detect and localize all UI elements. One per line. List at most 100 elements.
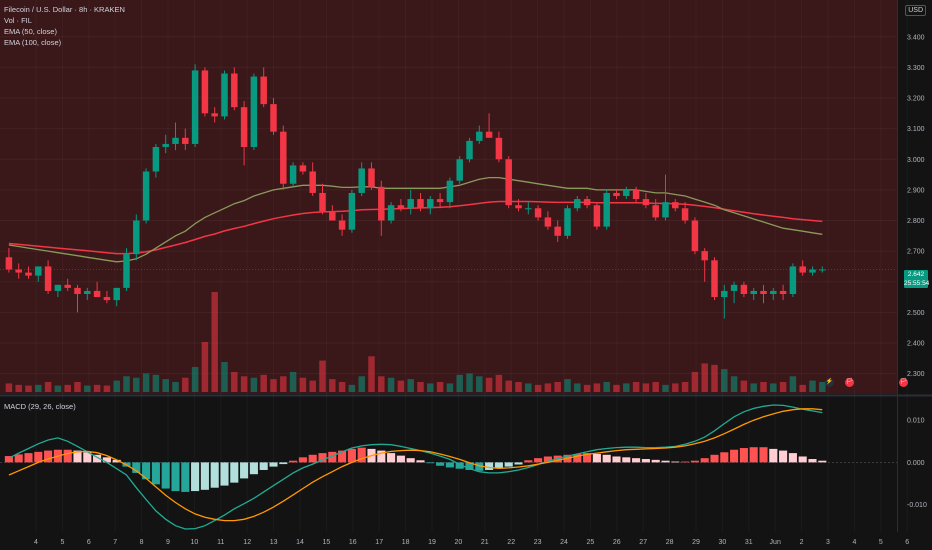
time-tick-label: 18 bbox=[402, 539, 410, 546]
macd-histogram-bar bbox=[377, 450, 386, 463]
symbol-title[interactable]: Filecoin / U.S. Dollar · 8h · KRAKEN bbox=[4, 5, 125, 14]
ema100-indicator-label[interactable]: EMA (100, close) bbox=[4, 38, 62, 47]
candle-body bbox=[142, 171, 150, 221]
macd-histogram-bar bbox=[328, 451, 337, 463]
macd-histogram-bar bbox=[671, 461, 680, 463]
volume-bar bbox=[407, 379, 414, 392]
candle-body bbox=[721, 290, 728, 298]
volume-bar bbox=[397, 380, 405, 392]
volume-bar bbox=[534, 384, 542, 392]
macd-histogram-bar bbox=[769, 448, 778, 463]
macd-histogram-bar bbox=[690, 460, 699, 463]
candle-body bbox=[701, 251, 708, 261]
volume-bar bbox=[809, 380, 816, 392]
price-axis-bg bbox=[897, 0, 932, 394]
volume-bar bbox=[123, 376, 130, 392]
time-tick-label: 27 bbox=[639, 539, 647, 546]
volume-bar bbox=[15, 384, 22, 392]
price-tick-label: 3.100 bbox=[907, 126, 925, 133]
macd-histogram-bar bbox=[44, 450, 53, 463]
macd-signal-line bbox=[8, 408, 823, 522]
price-tick-label: 3.400 bbox=[907, 34, 925, 41]
volume-bar bbox=[799, 384, 806, 392]
time-tick-label: 4 bbox=[34, 539, 38, 546]
candle-body bbox=[799, 266, 806, 273]
candle-body bbox=[574, 199, 581, 209]
macd-histogram-bar bbox=[514, 462, 523, 465]
macd-histogram-bar bbox=[181, 462, 190, 492]
volume-bar bbox=[84, 385, 91, 392]
volume-bar bbox=[54, 385, 62, 392]
flag-icon[interactable]: 🏳 bbox=[845, 378, 854, 387]
candle-body bbox=[64, 284, 71, 288]
volume-bar bbox=[240, 376, 248, 392]
volume-bar bbox=[299, 377, 307, 392]
candle-body bbox=[485, 131, 493, 138]
candle-body bbox=[417, 199, 424, 209]
candle-body bbox=[309, 171, 316, 193]
macd-indicator-label[interactable]: MACD (29, 26, close) bbox=[4, 402, 76, 411]
candle-body bbox=[93, 290, 101, 298]
candle-body bbox=[652, 205, 659, 218]
volume-bar bbox=[113, 380, 120, 392]
candle-body bbox=[819, 269, 826, 271]
volume-bar bbox=[505, 380, 512, 392]
price-tick-label: 2.700 bbox=[907, 249, 925, 256]
flag-icon-axis[interactable]: 🏳 bbox=[899, 378, 908, 387]
volume-bar bbox=[632, 382, 640, 392]
volume-bar bbox=[5, 383, 13, 392]
candle-body bbox=[270, 104, 277, 132]
flash-icon[interactable]: ⚡ bbox=[825, 378, 834, 387]
candle-body bbox=[593, 205, 601, 227]
macd-histogram-bar bbox=[298, 457, 307, 463]
volume-bar bbox=[309, 380, 316, 392]
candle-body bbox=[564, 208, 571, 236]
time-tick-label: 16 bbox=[349, 539, 357, 546]
ema50-indicator-label[interactable]: EMA (50, close) bbox=[4, 27, 57, 36]
currency-selector[interactable]: USD bbox=[905, 5, 926, 16]
volume-bar bbox=[662, 384, 669, 392]
volume-bar bbox=[711, 364, 718, 392]
volume-bar bbox=[191, 367, 199, 392]
candle-body bbox=[603, 192, 610, 227]
volume-bar bbox=[172, 382, 179, 392]
volume-bar bbox=[730, 376, 738, 392]
macd-histogram-bar bbox=[171, 462, 180, 492]
candle-body bbox=[5, 257, 13, 270]
volume-bar bbox=[583, 384, 591, 392]
macd-histogram-bar bbox=[63, 449, 72, 463]
macd-histogram-bar bbox=[93, 454, 102, 463]
ema-lines bbox=[0, 176, 897, 270]
macd-histogram-bar bbox=[445, 462, 454, 468]
candle-body bbox=[691, 220, 699, 252]
macd-histogram-bar bbox=[347, 448, 356, 463]
time-tick-label: 19 bbox=[428, 539, 436, 546]
macd-histogram-bar bbox=[83, 452, 92, 463]
macd-histogram-bar bbox=[230, 462, 239, 483]
candle-body bbox=[211, 113, 218, 117]
volume-bar bbox=[44, 382, 52, 392]
volume-bar bbox=[623, 383, 630, 392]
candle-body bbox=[730, 284, 738, 291]
candle-body bbox=[113, 287, 120, 301]
volume-bar bbox=[691, 372, 699, 392]
candle-body bbox=[672, 202, 679, 209]
volume-indicator-label[interactable]: Vol · FIL bbox=[4, 16, 32, 25]
candle-body bbox=[623, 189, 630, 196]
price-tick-label: 2.400 bbox=[907, 341, 925, 348]
chart-legend: Filecoin / U.S. Dollar · 8h · KRAKEN Vol… bbox=[4, 4, 125, 48]
price-tick-label: 2.800 bbox=[907, 218, 925, 225]
volume-bar bbox=[182, 377, 189, 392]
candle-body bbox=[436, 199, 444, 203]
macd-histogram-bar bbox=[34, 451, 43, 463]
candle-body bbox=[613, 192, 620, 196]
volume-bar bbox=[417, 382, 424, 392]
macd-histogram-bar bbox=[4, 456, 13, 463]
volume-bar bbox=[760, 382, 767, 392]
price-tick-label: 2.300 bbox=[907, 371, 925, 378]
volume-bar bbox=[358, 376, 365, 392]
candle-body bbox=[387, 205, 395, 221]
candle-body bbox=[505, 159, 512, 206]
